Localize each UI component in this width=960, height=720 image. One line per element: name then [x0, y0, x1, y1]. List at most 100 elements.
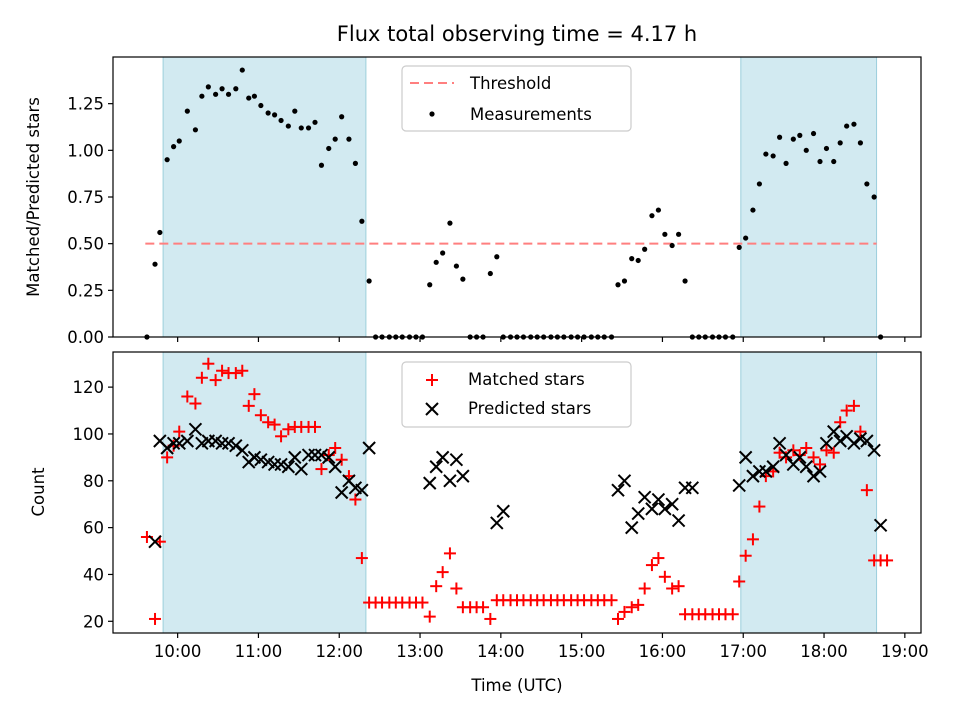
x-b: [153, 434, 167, 448]
predicted-star-point: [456, 469, 470, 483]
x-b: [853, 431, 868, 446]
predicted-stars-series: [148, 422, 888, 549]
y-tick-label: 0.25: [67, 281, 104, 300]
x-b: [625, 520, 639, 535]
matched-star-point: [229, 367, 242, 380]
x-b: [355, 483, 369, 497]
measurement-point: [258, 102, 264, 109]
x-b: [833, 434, 847, 448]
measurement-point: [332, 136, 338, 142]
matched-star-point: [254, 409, 267, 422]
matched-star-point: [216, 364, 229, 377]
measurement-point: [326, 145, 332, 152]
predicted-star-point: [281, 460, 296, 474]
shaded-interval-1: [162, 56, 367, 338]
x-b: [301, 448, 316, 462]
predicted-star-point: [827, 424, 841, 439]
legend-threshold-label: Threshold: [469, 74, 551, 93]
x-b: [665, 497, 679, 511]
measurement-point: [219, 86, 225, 92]
measurement-point: [184, 108, 190, 114]
predicted-star-point: [423, 476, 437, 490]
predicted-star-point: [873, 518, 888, 532]
measurement-point: [285, 123, 291, 129]
y-tick-label: 120: [73, 378, 105, 397]
matched-star-point: [248, 388, 261, 401]
legend-measurements-label: Measurements: [470, 105, 592, 124]
matched-star-point: [443, 547, 456, 560]
shaded-interval-2: [740, 351, 878, 634]
measurement-point: [750, 207, 756, 213]
predicted-star-point: [793, 450, 807, 465]
predicted-star-point: [221, 436, 236, 451]
matched-star-point: [282, 423, 295, 436]
predicted-star-point: [435, 450, 450, 465]
predicted-star-point: [322, 450, 336, 465]
y-tick-label: 0.00: [67, 328, 104, 347]
top-y-axis-label: Matched/Predicted stars: [24, 97, 43, 297]
matched-star-point: [450, 582, 463, 595]
measurement-point: [621, 278, 628, 284]
measurement-point: [199, 93, 205, 99]
x-tick-label: 10:00: [154, 642, 202, 661]
predicted-star-point: [328, 460, 342, 474]
x-b: [267, 457, 282, 472]
measurement-point: [427, 282, 433, 288]
predicted-star-point: [443, 474, 457, 488]
x-b: [443, 474, 457, 488]
predicted-star-point: [334, 485, 349, 500]
measurement-point: [352, 160, 358, 166]
x-b: [180, 434, 195, 448]
predicted-star-point: [235, 443, 249, 458]
shaded-interval-2: [740, 56, 878, 338]
predicted-star-point: [288, 450, 302, 465]
x-b: [867, 443, 881, 458]
x-b: [847, 436, 861, 451]
matched-star-point: [638, 582, 651, 595]
matched-star-point: [840, 404, 853, 417]
matched-star-point: [355, 552, 368, 565]
x-b: [490, 516, 504, 530]
y-tick-label: 1.00: [67, 141, 104, 160]
x-tick-label: 14:00: [477, 642, 525, 661]
measurement-point: [440, 250, 446, 256]
matched-star-point: [860, 484, 873, 497]
predicted-star-point: [166, 436, 181, 451]
predicted-star-point: [772, 436, 787, 451]
predicted-star-point: [496, 504, 510, 518]
chart-title: Flux total observing time = 4.17 h: [337, 22, 697, 46]
measurement-point: [433, 259, 439, 265]
matched-star-point: [195, 371, 208, 384]
x-b: [617, 474, 632, 488]
measurement-point: [152, 261, 158, 267]
x-b: [314, 448, 329, 462]
matched-star-point: [625, 601, 638, 614]
measurement-point: [239, 67, 245, 73]
x-b: [738, 450, 753, 465]
measurement-point: [756, 181, 763, 187]
predicted-star-point: [160, 441, 174, 455]
measurement-point: [682, 278, 688, 284]
shaded-interval-1: [162, 351, 367, 634]
predicted-star-point: [637, 490, 652, 504]
measurement-point: [265, 110, 271, 116]
x-b: [429, 460, 443, 474]
predicted-star-point: [308, 448, 322, 462]
x-b: [799, 460, 813, 474]
x-b: [645, 502, 659, 516]
predicted-star-point: [746, 469, 760, 483]
x-b: [362, 441, 376, 455]
x-b: [308, 448, 322, 462]
x-b: [813, 464, 827, 479]
predicted-star-point: [625, 520, 639, 535]
predicted-star-point: [847, 436, 861, 451]
x-b: [254, 453, 268, 467]
x-b: [651, 492, 666, 507]
predicted-star-point: [180, 434, 195, 448]
measurement-point: [176, 138, 182, 144]
measurement-point: [823, 145, 830, 152]
matched-star-point: [847, 399, 860, 412]
legend-predicted-marker: [425, 402, 439, 416]
matched-star-point: [814, 458, 826, 471]
measurement-point: [359, 218, 365, 224]
